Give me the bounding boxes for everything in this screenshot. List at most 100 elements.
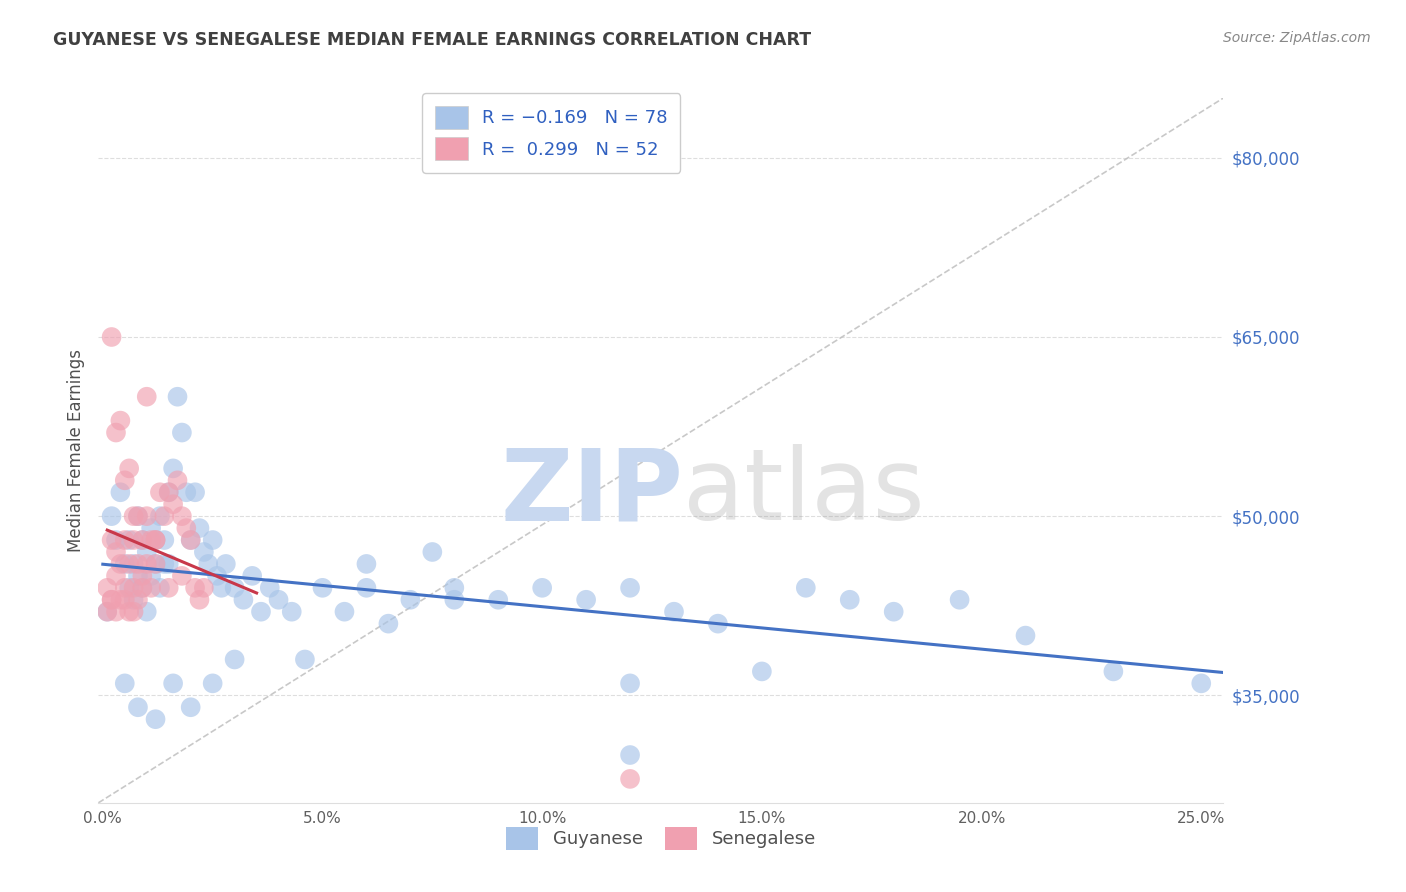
Point (188, 592, 211, 607)
Point (127, 592, 149, 607)
Point (707, 616, 730, 631)
Point (267, 592, 290, 607)
Point (170, 569, 193, 583)
Point (114, 557, 136, 571)
Point (114, 473, 136, 487)
Point (118, 605, 141, 619)
Point (122, 581, 145, 595)
Point (184, 581, 207, 595)
Point (118, 533, 141, 547)
Point (118, 557, 141, 571)
Point (135, 545, 157, 559)
Point (135, 605, 157, 619)
Point (162, 676, 184, 690)
Point (619, 676, 641, 690)
Point (105, 569, 128, 583)
Point (443, 581, 465, 595)
Point (110, 485, 132, 500)
Point (145, 557, 167, 571)
Point (105, 545, 128, 559)
Point (356, 557, 378, 571)
Point (399, 592, 422, 607)
Point (180, 533, 202, 547)
Point (118, 581, 141, 595)
Point (422, 545, 444, 559)
Point (1102, 665, 1125, 679)
Point (1014, 629, 1036, 643)
Point (114, 581, 136, 595)
Point (96, 581, 118, 595)
Text: GUYANESE VS SENEGALESE MEDIAN FEMALE EARNINGS CORRELATION CHART: GUYANESE VS SENEGALESE MEDIAN FEMALE EAR… (53, 31, 811, 49)
Point (240, 569, 263, 583)
Point (145, 712, 167, 726)
Point (100, 533, 122, 547)
Text: atlas: atlas (683, 444, 925, 541)
Point (100, 509, 122, 524)
Point (127, 557, 149, 571)
Point (662, 605, 685, 619)
Point (141, 533, 163, 547)
Point (118, 461, 141, 475)
Text: Source: ZipAtlas.com: Source: ZipAtlas.com (1223, 31, 1371, 45)
Point (131, 581, 153, 595)
Point (131, 533, 153, 547)
Point (193, 545, 215, 559)
Point (127, 700, 149, 714)
Point (193, 581, 215, 595)
Point (201, 533, 224, 547)
Point (170, 509, 193, 524)
Point (135, 390, 157, 404)
Point (153, 509, 176, 524)
Point (114, 676, 136, 690)
Point (619, 772, 641, 786)
Point (122, 533, 145, 547)
Point (110, 592, 132, 607)
Point (184, 485, 207, 500)
Point (751, 665, 773, 679)
Point (174, 521, 197, 535)
Point (105, 605, 128, 619)
Point (174, 485, 197, 500)
Point (311, 581, 333, 595)
Point (114, 592, 136, 607)
Point (127, 509, 149, 524)
Legend: Guyanese, Senegalese: Guyanese, Senegalese (499, 820, 823, 857)
Point (838, 592, 860, 607)
Point (149, 581, 172, 595)
Point (122, 592, 145, 607)
Point (794, 581, 817, 595)
Point (157, 581, 180, 595)
Text: ZIP: ZIP (501, 444, 683, 541)
Point (157, 485, 180, 500)
Point (619, 747, 641, 762)
Point (281, 605, 304, 619)
Point (127, 509, 149, 524)
Point (153, 557, 176, 571)
Point (224, 652, 246, 666)
Point (333, 605, 356, 619)
Point (170, 425, 193, 440)
Point (180, 533, 202, 547)
Point (105, 425, 128, 440)
Point (145, 533, 167, 547)
Point (96, 605, 118, 619)
Point (131, 533, 153, 547)
Y-axis label: Median Female Earnings: Median Female Earnings (66, 349, 84, 552)
Point (157, 485, 180, 500)
Point (122, 605, 145, 619)
Point (166, 473, 188, 487)
Point (135, 509, 157, 524)
Point (141, 521, 163, 535)
Point (122, 557, 145, 571)
Point (250, 605, 273, 619)
Point (96, 605, 118, 619)
Point (110, 414, 132, 428)
Point (180, 700, 202, 714)
Point (197, 557, 219, 571)
Point (377, 616, 399, 631)
Point (100, 592, 122, 607)
Point (105, 533, 128, 547)
Point (135, 557, 157, 571)
Point (114, 533, 136, 547)
Point (141, 569, 163, 583)
